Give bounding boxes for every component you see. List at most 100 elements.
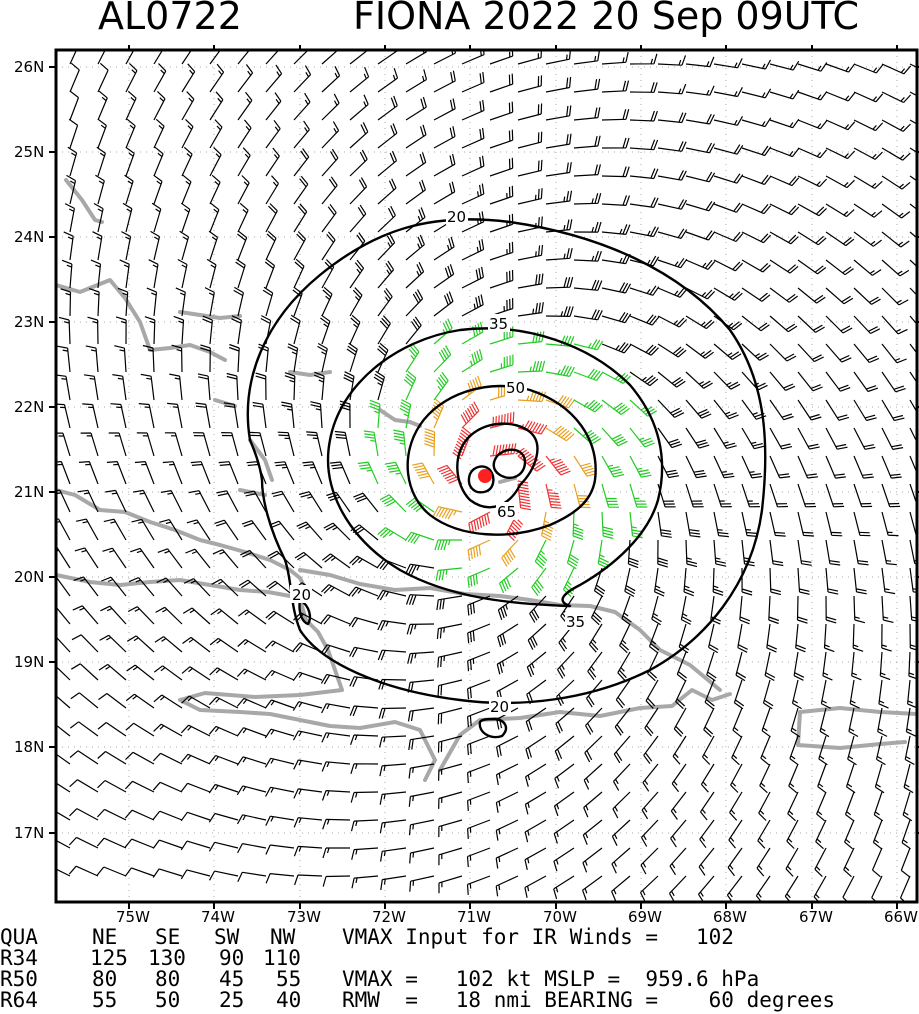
- wind-barb: [629, 285, 660, 296]
- wind-barb: [56, 782, 71, 793]
- wind-barb: [101, 576, 127, 597]
- coastline-bahamas-long-island: [56, 278, 227, 362]
- wind-barb: [760, 735, 771, 766]
- wind-barb: [733, 679, 745, 710]
- wind-barb: [97, 118, 107, 149]
- wind-barb: [171, 344, 183, 373]
- wind-barb: [517, 244, 544, 261]
- wind-barb: [797, 483, 817, 508]
- wind-barb: [321, 148, 339, 177]
- wind-barb: [293, 231, 307, 261]
- wind-barb: [433, 236, 455, 261]
- wind-barb: [741, 483, 760, 508]
- wind-barb: [321, 203, 337, 233]
- wind-barb: [377, 68, 399, 93]
- wind-barb: [236, 727, 267, 737]
- wind-speed-contours: [246, 218, 767, 739]
- wind-barb: [797, 91, 828, 101]
- wind-barb: [321, 259, 335, 289]
- wind-barb: [629, 483, 648, 508]
- wind-barb: [96, 146, 106, 177]
- wind-barb: [489, 50, 514, 65]
- wind-barb: [249, 431, 267, 457]
- wind-barb: [877, 707, 888, 737]
- wind-barb: [404, 531, 435, 545]
- wind-barb: [236, 756, 267, 766]
- wind-barb: [349, 232, 366, 261]
- wind-barb: [237, 843, 267, 854]
- wind-barb: [496, 651, 519, 675]
- wind-barb: [460, 401, 480, 429]
- wind-barb: [321, 93, 340, 121]
- wind-barb: [209, 667, 239, 681]
- wind-barb: [265, 786, 295, 797]
- wind-barb: [293, 175, 309, 205]
- wind-barb: [237, 871, 267, 882]
- wind-barb: [525, 707, 547, 732]
- wind-barb: [433, 291, 454, 317]
- wind-barb: [377, 50, 399, 65]
- wind-barb: [131, 518, 155, 541]
- wind-barb: [593, 567, 606, 598]
- wind-barb: [97, 722, 127, 737]
- coastline-hispaniola-south: [438, 688, 732, 772]
- wind-barb: [466, 875, 491, 895]
- wind-barb: [134, 461, 155, 485]
- wind-barb: [601, 109, 630, 121]
- wind-barb: [657, 315, 688, 328]
- wind-barb: [461, 348, 483, 373]
- wind-barb: [611, 847, 631, 874]
- wind-barb: [657, 228, 688, 239]
- wind-barb: [126, 664, 155, 681]
- wind-barb: [825, 427, 848, 450]
- wind-barb: [713, 427, 737, 449]
- wind-barb: [741, 343, 769, 361]
- wind-barb: [182, 607, 211, 625]
- wind-barb: [588, 623, 603, 653]
- wind-barb: [68, 865, 99, 877]
- wind-barb: [264, 699, 295, 709]
- wind-barb: [200, 344, 211, 373]
- r50-ne: 80: [92, 967, 118, 991]
- wind-barb: [320, 614, 351, 625]
- wind-barb: [601, 311, 632, 324]
- wind-barb: [69, 90, 80, 121]
- wind-barb: [881, 259, 910, 277]
- wind-barb: [265, 119, 281, 149]
- wind-barb: [629, 139, 659, 151]
- wind-barb: [181, 695, 211, 709]
- wind-barb: [685, 171, 716, 183]
- wind-barb: [294, 551, 323, 569]
- wind-barb: [517, 273, 544, 289]
- lon-label: 71W: [457, 908, 491, 925]
- wind-barb: [67, 146, 78, 177]
- wind-barb: [377, 260, 395, 289]
- wind-barb: [438, 875, 463, 894]
- wind-barb: [133, 489, 155, 513]
- storm-id-title: AL0722: [98, 0, 242, 38]
- wind-barb: [573, 135, 601, 149]
- wind-barb: [584, 707, 603, 735]
- wind-barb: [405, 262, 425, 289]
- wind-barb: [797, 539, 812, 566]
- wind-barb: [629, 314, 660, 326]
- wind-barb: [643, 735, 659, 765]
- wind-barb: [433, 264, 455, 289]
- wind-barb: [146, 287, 158, 317]
- wind-barb: [237, 50, 251, 65]
- wind-barb: [322, 818, 351, 830]
- wind-barb: [218, 461, 239, 485]
- wind-barb: [769, 203, 800, 216]
- wind-barb: [768, 595, 779, 625]
- wind-barb: [766, 623, 778, 653]
- wind-barb: [377, 315, 391, 345]
- wind-barb: [56, 606, 71, 625]
- wind-barb: [495, 847, 519, 869]
- wind-barb: [545, 425, 575, 442]
- wind-barb: [125, 50, 135, 65]
- table-header-nw: NW: [270, 925, 296, 949]
- wind-barb: [825, 147, 856, 160]
- wind-barb: [56, 839, 71, 849]
- wind-barb: [797, 511, 815, 537]
- contour-inner-eye: [467, 465, 495, 494]
